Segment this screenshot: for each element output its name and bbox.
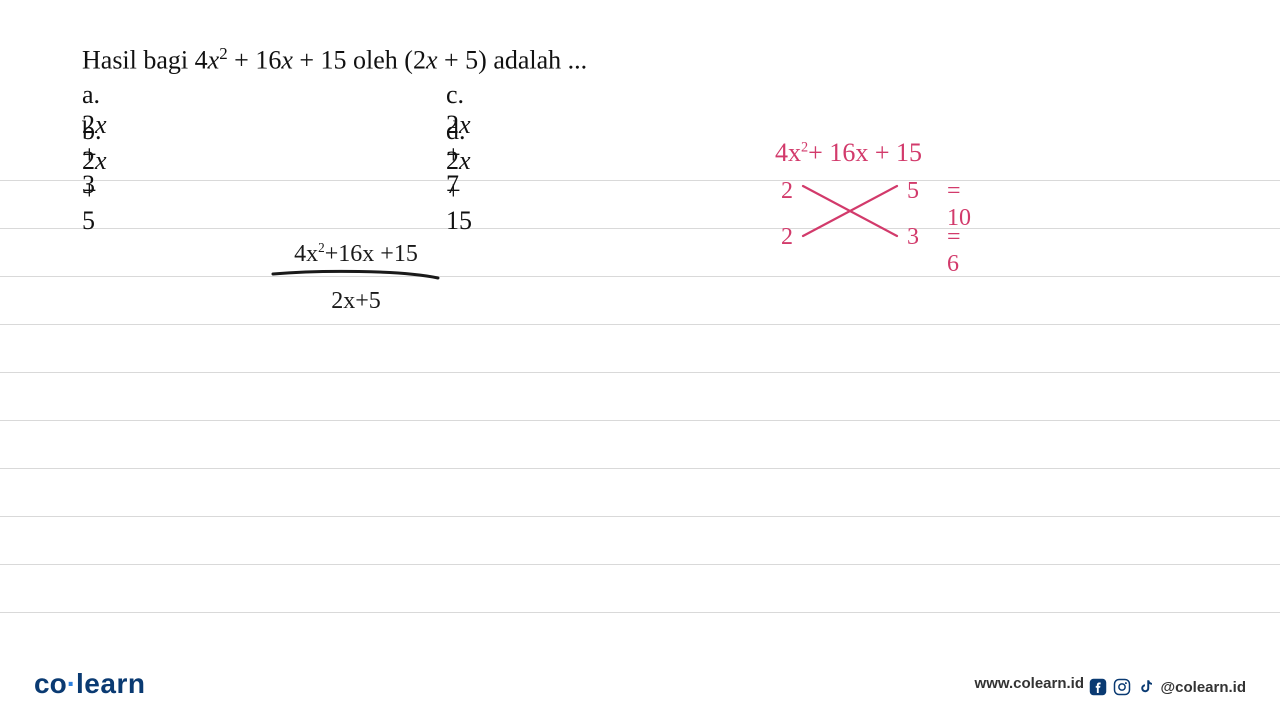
- question-plus15: + 15: [293, 46, 347, 75]
- option-b: b. 2x + 5: [82, 116, 116, 236]
- social-handle: @colearn.id: [1161, 679, 1246, 696]
- factoring-rest: + 16x + 15: [808, 138, 922, 167]
- logo-learn: learn: [76, 668, 145, 699]
- question-exp: 2: [219, 44, 227, 63]
- option-d-num: 2: [446, 146, 459, 175]
- question-prefix: Hasil bagi: [82, 46, 195, 75]
- logo-co: co: [34, 668, 67, 699]
- instagram-icon: [1113, 678, 1131, 696]
- question-coef: 4: [195, 46, 208, 75]
- question-text: Hasil bagi 4x2 + 16x + 15 oleh (2x + 5) …: [82, 44, 587, 76]
- footer: co·learn www.colearn.id @colearn.id: [0, 660, 1280, 700]
- website-url: www.colearn.id: [975, 675, 1084, 692]
- option-a-letter: a.: [82, 80, 116, 110]
- question-var: x: [208, 46, 220, 75]
- factor-row2-eq: = 6: [947, 224, 961, 278]
- question-mid1: + 16: [228, 46, 282, 75]
- fraction-numerator: 4x2+16x +15: [270, 240, 442, 268]
- option-b-num: 2: [82, 146, 95, 175]
- social-block: @colearn.id: [1089, 678, 1246, 696]
- factor-row1-left: 2: [781, 178, 793, 205]
- logo-dot: ·: [67, 668, 76, 699]
- handwritten-fraction: 4x2+16x +15 2x+5: [270, 240, 442, 315]
- question-var3: x: [426, 46, 438, 75]
- option-d-var: x: [459, 146, 471, 175]
- option-d-letter: d.: [446, 116, 480, 146]
- option-c-letter: c.: [446, 80, 480, 110]
- question-middle: oleh (2: [347, 46, 426, 75]
- option-b-letter: b.: [82, 116, 116, 146]
- option-d: d. 2x + 15: [446, 116, 480, 236]
- option-b-rest: + 5: [82, 176, 97, 235]
- question-var2: x: [281, 46, 293, 75]
- factor-row2-left: 2: [781, 224, 793, 251]
- option-b-var: x: [95, 146, 107, 175]
- fraction-bar: [270, 268, 442, 282]
- question-suffix: + 5) adalah ...: [438, 46, 588, 75]
- fraction-denominator: 2x+5: [270, 288, 442, 315]
- option-d-rest: + 15: [446, 176, 472, 235]
- brand-logo: co·learn: [34, 668, 145, 700]
- factoring-expression: 4x2+ 16x + 15: [775, 138, 922, 168]
- factoring-lead: 4x: [775, 138, 801, 167]
- page: Hasil bagi 4x2 + 16x + 15 oleh (2x + 5) …: [0, 0, 1280, 720]
- factor-row2-right: 3: [907, 224, 919, 251]
- fraction-num-sup: 2: [318, 240, 325, 255]
- cross-lines-icon: [801, 184, 901, 240]
- handwritten-factoring: 4x2+ 16x + 15 2 5 = 10 2 3 = 6: [775, 138, 922, 168]
- tiktok-icon: [1137, 678, 1155, 696]
- factor-row1-right: 5: [907, 178, 919, 205]
- facebook-icon: [1089, 678, 1107, 696]
